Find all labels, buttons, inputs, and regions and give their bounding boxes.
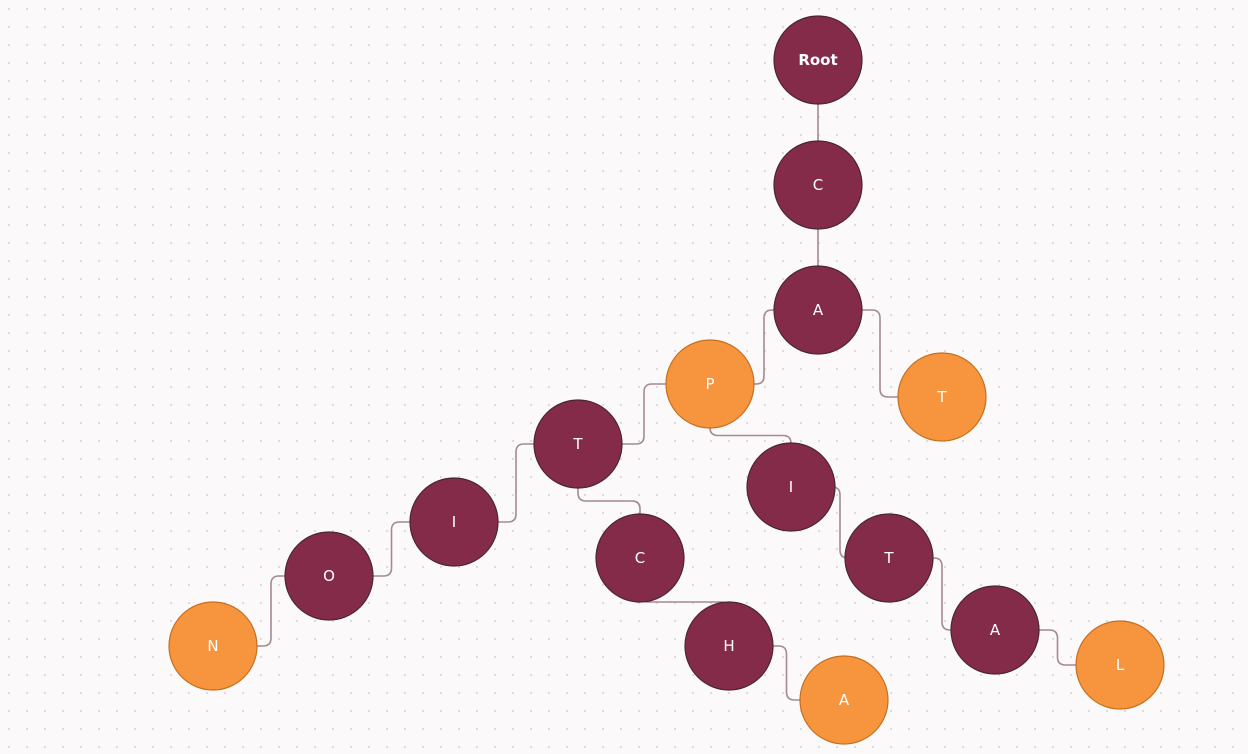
node-circle bbox=[284, 531, 374, 621]
node-c_captc[interactable]: C bbox=[595, 513, 685, 603]
node-circle bbox=[773, 15, 863, 105]
node-h[interactable]: H bbox=[684, 601, 774, 691]
edge-p-t_capt bbox=[578, 383, 710, 445]
node-circle bbox=[595, 513, 685, 603]
edge-t_capt-c_captc bbox=[577, 444, 641, 558]
edge-t_capt-i_capti bbox=[454, 443, 578, 523]
node-label: I bbox=[452, 513, 456, 531]
edge-a1-p bbox=[710, 309, 818, 385]
edge-a1-t_cat bbox=[818, 309, 942, 398]
node-label: O bbox=[323, 567, 335, 585]
node-circle bbox=[897, 352, 987, 442]
node-circle bbox=[409, 477, 499, 567]
node-root[interactable]: Root bbox=[773, 15, 863, 105]
node-label: L bbox=[1116, 656, 1125, 674]
node-c1[interactable]: C bbox=[773, 140, 863, 230]
node-circle bbox=[773, 265, 863, 355]
node-circle bbox=[844, 513, 934, 603]
node-label: C bbox=[635, 549, 645, 567]
node-label: N bbox=[207, 637, 218, 655]
node-label: H bbox=[723, 637, 734, 655]
node-label: T bbox=[936, 388, 947, 406]
node-label: P bbox=[705, 375, 714, 393]
node-t_cat[interactable]: T bbox=[897, 352, 987, 442]
node-label: T bbox=[572, 435, 583, 453]
node-circle bbox=[533, 399, 623, 489]
node-n[interactable]: N bbox=[168, 601, 258, 691]
node-i_capti[interactable]: I bbox=[409, 477, 499, 567]
node-circle bbox=[950, 585, 1040, 675]
node-i_capi[interactable]: I bbox=[746, 442, 836, 532]
edge-h-a_captcha bbox=[729, 645, 844, 701]
edge-t_capit-a_capita bbox=[889, 557, 995, 631]
node-t_capt[interactable]: T bbox=[533, 399, 623, 489]
node-circle bbox=[684, 601, 774, 691]
node-circle bbox=[168, 601, 258, 691]
node-a1[interactable]: A bbox=[773, 265, 863, 355]
node-label: A bbox=[990, 621, 1001, 639]
node-a_capita[interactable]: A bbox=[950, 585, 1040, 675]
node-circle bbox=[799, 655, 889, 745]
node-label: Root bbox=[798, 51, 837, 69]
node-label: I bbox=[789, 478, 793, 496]
node-label: C bbox=[813, 176, 823, 194]
node-label: A bbox=[813, 301, 824, 319]
node-label: T bbox=[883, 549, 894, 567]
node-l[interactable]: L bbox=[1075, 620, 1165, 710]
edge-p-i_capi bbox=[709, 384, 792, 487]
nodes: Root C A T P T I O N C H A I T A L bbox=[168, 15, 1165, 745]
node-p[interactable]: P bbox=[665, 339, 755, 429]
node-t_capit[interactable]: T bbox=[844, 513, 934, 603]
node-circle bbox=[665, 339, 755, 429]
node-circle bbox=[746, 442, 836, 532]
node-circle bbox=[773, 140, 863, 230]
node-a_captcha[interactable]: A bbox=[799, 655, 889, 745]
node-label: A bbox=[839, 691, 850, 709]
edge-a_capita-l bbox=[995, 629, 1120, 666]
edge-o-n bbox=[213, 575, 329, 647]
node-o[interactable]: O bbox=[284, 531, 374, 621]
edge-i_capti-o bbox=[329, 521, 454, 577]
node-circle bbox=[1075, 620, 1165, 710]
